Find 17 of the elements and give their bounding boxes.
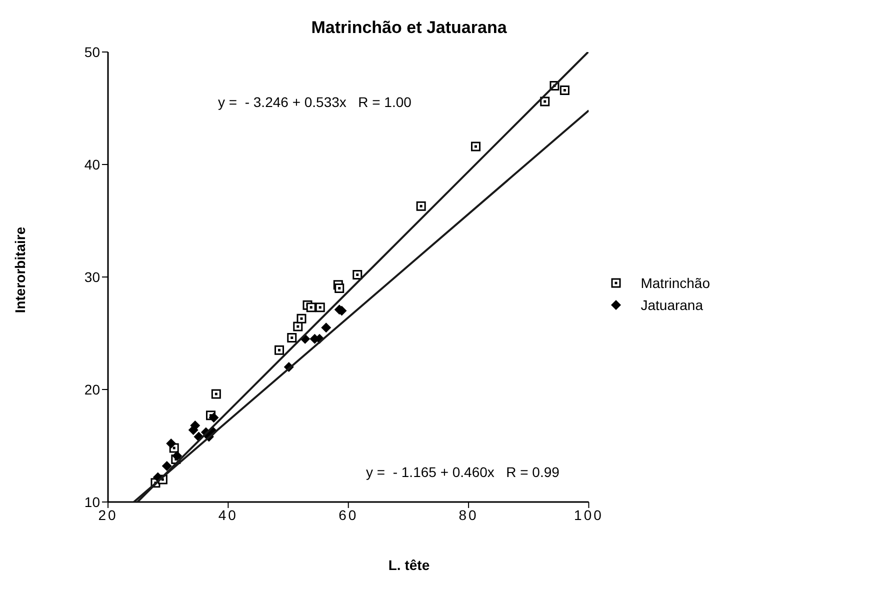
chart-title: Matrinchão et Jatuarana (310, 18, 508, 38)
legend-label: Matrinchão (640, 274, 710, 290)
annotation: y = - 1.165 + 0.460x R = 0.99 (366, 464, 560, 480)
x-tick-label: 100 (574, 506, 604, 523)
y-tick-label: 40 (84, 156, 100, 172)
x-tick-label: 60 (338, 506, 358, 523)
x-tick-label: 20 (98, 506, 118, 523)
y-tick-label: 50 (84, 44, 100, 60)
y-tick-label: 20 (84, 381, 100, 398)
x-tick-label: 80 (458, 506, 478, 523)
y-tick-label: 30 (84, 268, 100, 285)
x-tick-label: 40 (218, 506, 238, 523)
y-tick-label: 10 (84, 494, 100, 510)
annotation: y = - 3.246 + 0.533x R = 1.00 (218, 94, 412, 110)
x-axis-title: L. tête (387, 557, 431, 573)
legend-label: Jatuarana (640, 296, 704, 312)
y-axis-title: Interorbitaire (12, 226, 28, 314)
